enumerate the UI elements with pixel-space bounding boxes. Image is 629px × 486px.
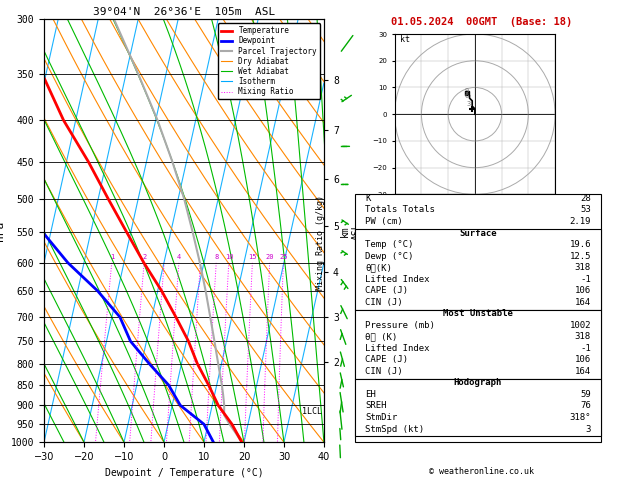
Text: © weatheronline.co.uk: © weatheronline.co.uk — [429, 467, 533, 476]
Text: 20: 20 — [265, 254, 274, 260]
Text: 164: 164 — [575, 367, 591, 376]
Text: 318: 318 — [575, 263, 591, 272]
Text: 12.5: 12.5 — [569, 252, 591, 260]
Text: CIN (J): CIN (J) — [365, 367, 403, 376]
Text: 6: 6 — [464, 93, 469, 99]
Text: Temp (°C): Temp (°C) — [365, 240, 414, 249]
Text: SREH: SREH — [365, 401, 387, 411]
Text: 1002: 1002 — [569, 321, 591, 330]
Text: 15: 15 — [248, 254, 257, 260]
Text: 19.6: 19.6 — [569, 240, 591, 249]
Text: 2: 2 — [142, 254, 147, 260]
Title: 39°04'N  26°36'E  105m  ASL: 39°04'N 26°36'E 105m ASL — [93, 7, 275, 17]
Text: 106: 106 — [575, 355, 591, 364]
Text: CAPE (J): CAPE (J) — [365, 355, 408, 364]
Text: Most Unstable: Most Unstable — [443, 309, 513, 318]
Text: 164: 164 — [575, 298, 591, 307]
Text: θᴄ (K): θᴄ (K) — [365, 332, 398, 341]
Text: 1: 1 — [110, 254, 114, 260]
Text: Lifted Index: Lifted Index — [365, 275, 430, 284]
Text: 1LCL: 1LCL — [302, 407, 322, 416]
Text: 28: 28 — [580, 194, 591, 203]
Bar — [355, 229, 601, 310]
Text: 9: 9 — [464, 88, 469, 94]
Legend: Temperature, Dewpoint, Parcel Trajectory, Dry Adiabat, Wet Adiabat, Isotherm, Mi: Temperature, Dewpoint, Parcel Trajectory… — [218, 23, 320, 99]
Text: -1: -1 — [580, 275, 591, 284]
Text: Lifted Index: Lifted Index — [365, 344, 430, 353]
Text: 3: 3 — [586, 424, 591, 434]
Bar — [355, 379, 601, 436]
X-axis label: Dewpoint / Temperature (°C): Dewpoint / Temperature (°C) — [104, 468, 264, 478]
Text: Mixing Ratio (g/kg): Mixing Ratio (g/kg) — [316, 195, 325, 291]
Text: StmSpd (kt): StmSpd (kt) — [365, 424, 425, 434]
Text: 318°: 318° — [569, 413, 591, 422]
Text: Pressure (mb): Pressure (mb) — [365, 321, 435, 330]
Text: Totals Totals: Totals Totals — [365, 206, 435, 214]
Text: CIN (J): CIN (J) — [365, 298, 403, 307]
Text: K: K — [365, 194, 370, 203]
Bar — [355, 310, 601, 379]
Text: 8: 8 — [214, 254, 218, 260]
Text: EH: EH — [365, 390, 376, 399]
Text: 10: 10 — [225, 254, 233, 260]
Text: 25: 25 — [279, 254, 287, 260]
Text: 318: 318 — [575, 332, 591, 341]
Text: StmDir: StmDir — [365, 413, 398, 422]
Text: 3: 3 — [467, 101, 471, 107]
Text: 4: 4 — [177, 254, 181, 260]
Y-axis label: km
ASL: km ASL — [340, 222, 362, 240]
Text: PW (cm): PW (cm) — [365, 217, 403, 226]
Y-axis label: hPa: hPa — [0, 221, 5, 241]
Text: 106: 106 — [575, 286, 591, 295]
Text: 01.05.2024  00GMT  (Base: 18): 01.05.2024 00GMT (Base: 18) — [391, 17, 572, 27]
Text: Hodograph: Hodograph — [454, 379, 502, 387]
Text: Dewp (°C): Dewp (°C) — [365, 252, 414, 260]
Text: 2.19: 2.19 — [569, 217, 591, 226]
Text: 59: 59 — [580, 390, 591, 399]
Text: -1: -1 — [580, 344, 591, 353]
Text: kt: kt — [400, 35, 410, 44]
Text: CAPE (J): CAPE (J) — [365, 286, 408, 295]
Text: 76: 76 — [580, 401, 591, 411]
Text: Surface: Surface — [459, 228, 497, 238]
Text: 53: 53 — [580, 206, 591, 214]
Text: θᴄ(K): θᴄ(K) — [365, 263, 392, 272]
